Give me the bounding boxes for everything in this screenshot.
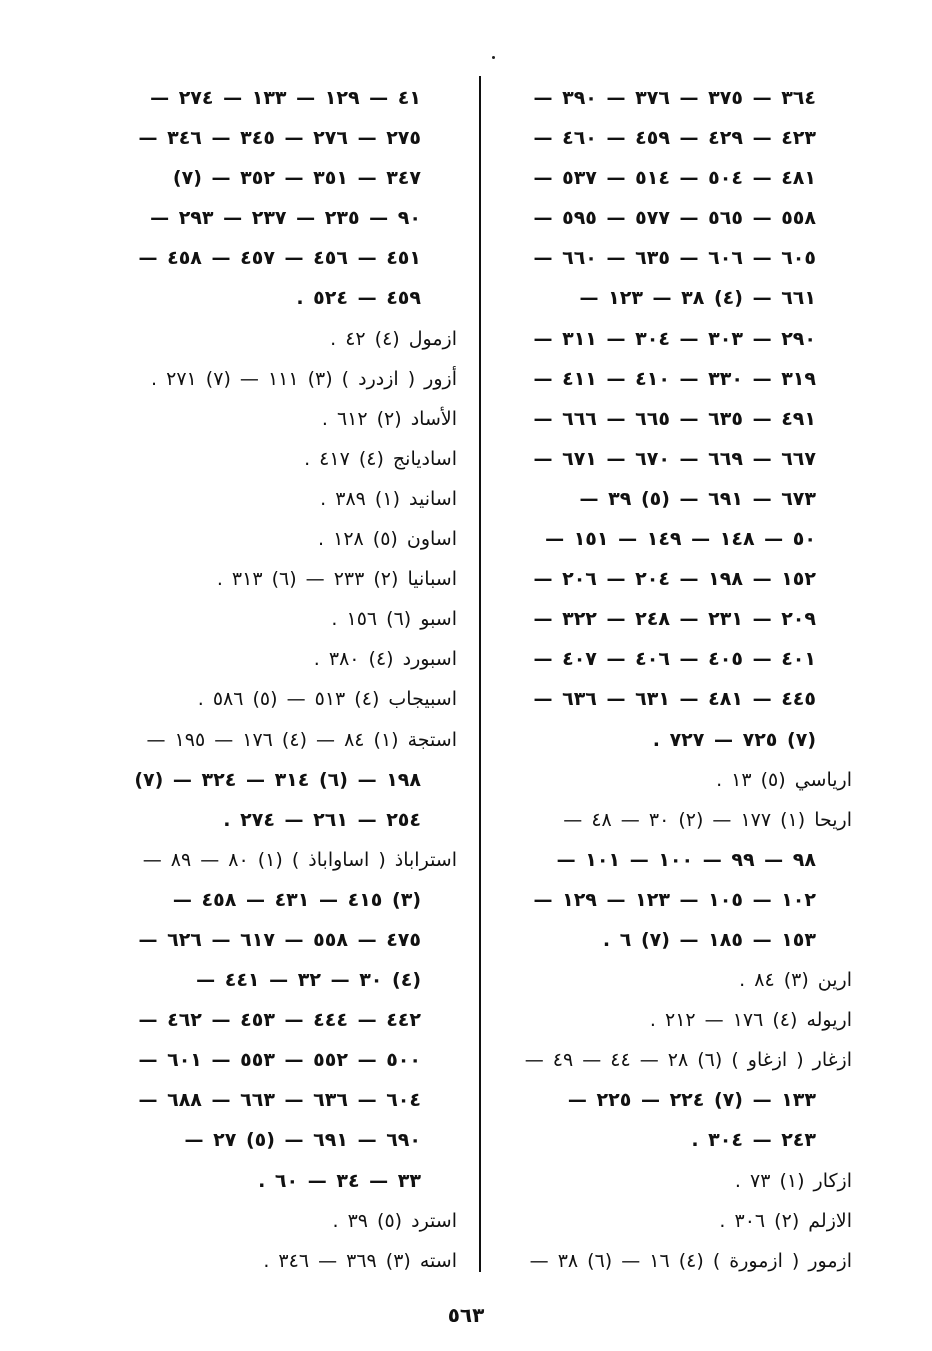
index-entry-heading-line: اريوله (٤) ١٧٦ — ٢١٢ . xyxy=(649,1009,852,1032)
index-entry-heading-line: اريحا (١) ١٧٧ — (٢) ٣٠ — ٤٨ — xyxy=(563,808,852,831)
page-number: ٥٦٣ xyxy=(447,1303,485,1327)
index-entry-continuation-line: ٣٦٤ — ٣٧٥ — ٣٧٦ — ٣٩٠ — xyxy=(533,87,816,109)
index-entry-continuation-line: ١٥٢ — ١٩٨ — ٢٠٤ — ٢٠٦ — xyxy=(533,568,816,591)
index-entry-heading-line: اسبيجاب (٤) ٥١٣ — (٥) ٥٨٦ . xyxy=(197,688,457,711)
index-entry-heading-line: الأساد (٢) ٦١٢ . xyxy=(321,407,457,430)
index-entry-continuation-line: ٥٥٨ — ٥٦٥ — ٥٧٧ — ٥٩٥ — xyxy=(533,207,816,230)
index-entry-continuation-line: ١٠٢ — ١٠٥ — ١٢٣ — ١٢٩ — xyxy=(533,888,816,911)
index-entry-heading-line: اساون (٥) ١٢٨ . xyxy=(318,528,457,551)
index-entry-continuation-line: ٢٩٠ — ٣٠٣ — ٣٠٤ — ٣١١ — xyxy=(533,327,816,350)
index-entry-continuation-line: ٤٤٥ — ٤٨١ — ٦٣١ — ٦٣٦ — xyxy=(533,688,816,711)
index-entry-continuation-line: ١٣٣ — (٧) ٢٢٤ — ٢٢٥ — xyxy=(567,1089,816,1112)
index-entry-continuation-line: ١٩٨ — (٦) ٣١٤ — ٣٢٤ — (٧) xyxy=(134,768,421,791)
index-entry-continuation-line: ٤٨١ — ٥٠٤ — ٥١٤ — ٥٣٧ — xyxy=(533,167,816,190)
index-entry-continuation-line: ٦٠٥ — ٦٠٦ — ٦٣٥ — ٦٦٠ — xyxy=(533,247,816,270)
index-entry-continuation-line: ٩٨ — ٩٩ — ١٠٠ — ١٠١ — xyxy=(556,848,816,871)
index-entry-continuation-line: ٦٦٧ — ٦٦٩ — ٦٧٠ — ٦٧١ — xyxy=(533,447,816,470)
index-entry-continuation-line: ٤٩١ — ٦٣٥ — ٦٦٥ — ٦٦٦ — xyxy=(533,407,816,430)
index-entry-heading-line: اساديانج (٤) ٤١٧ . xyxy=(304,447,457,470)
index-entry-heading-line: ارين (٣) ٨٤ . xyxy=(739,969,852,992)
index-entry-heading-line: استجة (١) ٨٤ — (٤) ١٧٦ — ١٩٥ — xyxy=(146,728,458,751)
index-entry-continuation-line: (٤) ٣٠ — ٣٢ — ٤٤١ — xyxy=(196,969,421,992)
index-entry-continuation-line: ٣٣ — ٣٤ — ٦٠ . xyxy=(258,1169,421,1192)
index-entry-continuation-line: (٣) ٤١٥ — ٤٣١ — ٤٥٨ — xyxy=(172,888,421,911)
index-entry-continuation-line: ٤٥١ — ٤٥٦ — ٤٥٧ — ٤٥٨ — xyxy=(138,247,421,270)
index-entry-continuation-line: ٦٠٤ — ٦٣٦ — ٦٦٣ — ٦٨٨ — xyxy=(138,1089,421,1112)
index-entry-continuation-line: ٦٧٣ — ٦٩١ — (٥) ٣٩ — xyxy=(579,487,817,510)
index-entry-continuation-line: ٦٩٠ — ٦٩١ — (٥) ٢٧ — xyxy=(184,1129,422,1152)
index-entry-continuation-line: ٢٥٤ — ٢٦١ — ٢٧٤ . xyxy=(223,808,421,831)
index-entry-heading-line: ازمول (٤) ٤٢ . xyxy=(330,327,457,350)
index-entry-continuation-line: ٣٤٧ — ٣٥١ — ٣٥٢ — (٧) xyxy=(172,167,421,190)
index-entry-continuation-line: ٥٠٠ — ٥٥٢ — ٥٥٣ — ٦٠١ — xyxy=(138,1049,421,1072)
index-entry-heading-line: اسبانيا (٢) ٢٣٣ — (٦) ٣١٣ . xyxy=(216,568,457,591)
index-entry-heading-line: ارياسي (٥) ١٣ . xyxy=(716,768,852,791)
column-divider xyxy=(479,76,481,1272)
index-entry-heading-line: استرد (٥) ٣٩ . xyxy=(332,1209,457,1232)
index-entry-heading-line: ازغار ( ازغاو ) (٦) ٢٨ — ٤٤ — ٤٩ — xyxy=(524,1049,852,1072)
index-column-right: ٣٦٤ — ٣٧٥ — ٣٧٦ — ٣٩٠ — ٤٢٣ — ٤٢٩ — ٤٥٩ —… xyxy=(472,78,852,1281)
index-entry-continuation-line: ٣١٩ — ٣٣٠ — ٤١٠ — ٤١١ — xyxy=(533,367,816,390)
index-entry-continuation-line: (٧) ٧٢٥ — ٧٢٧ . xyxy=(652,728,816,751)
index-entry-continuation-line: ٥٠ — ١٤٨ — ١٤٩ — ١٥١ — xyxy=(545,528,816,551)
index-entry-continuation-line: ٤٢٣ — ٤٢٩ — ٤٥٩ — ٤٦٠ — xyxy=(533,127,816,150)
index-entry-continuation-line: ٤٤٢ — ٤٤٤ — ٤٥٣ — ٤٦٢ — xyxy=(138,1009,421,1032)
index-entry-heading-line: استراباذ ( اساواباذ ) (١) ٨٠ — ٨٩ — xyxy=(142,848,457,871)
index-entry-heading-line: اسبو (٦) ١٥٦ . xyxy=(331,608,457,631)
index-entry-heading-line: الازلم (٢) ٣٠٦ . xyxy=(719,1209,852,1232)
index-entry-continuation-line: ٦٦١ — (٤) ٣٨ — ١٢٣ — xyxy=(579,287,817,310)
index-entry-heading-line: أزور ( ازدرد ) (٣) ١١١ — (٧) ٢٧١ . xyxy=(151,367,457,390)
index-entry-continuation-line: ٩٠ — ٢٣٥ — ٢٣٧ — ٢٩٣ — xyxy=(150,207,421,230)
index-entry-continuation-line: ١٥٣ — ١٨٥ — (٧) ٦ . xyxy=(602,928,816,951)
index-column-left: ٤١ — ١٢٩ — ١٣٣ — ٢٧٤ — ٢٧٥ — ٢٧٦ — ٣٤٥ — … xyxy=(77,78,457,1281)
index-entry-heading-line: استه (٣) ٣٦٩ — ٣٤٦ . xyxy=(263,1249,457,1272)
index-entry-continuation-line: ٤٥٩ — ٥٢٤ . xyxy=(296,287,421,310)
index-entry-continuation-line: ٤١ — ١٢٩ — ١٣٣ — ٢٧٤ — xyxy=(150,87,421,109)
index-entry-continuation-line: ٢٤٣ — ٣٠٤ . xyxy=(691,1129,816,1152)
index-entry-heading-line: ازكار (١) ٧٣ . xyxy=(734,1169,852,1192)
index-entry-continuation-line: ٢٠٩ — ٢٣١ — ٢٤٨ — ٣٢٢ — xyxy=(533,608,816,631)
index-entry-continuation-line: ٢٧٥ — ٢٧٦ — ٣٤٥ — ٣٤٦ — xyxy=(138,127,421,150)
index-entry-heading-line: اسانيد (١) ٣٨٩ . xyxy=(320,487,457,510)
index-entry-continuation-line: ٤٧٥ — ٥٥٨ — ٦١٧ — ٦٢٦ — xyxy=(138,928,421,951)
index-entry-heading-line: اسبورد (٤) ٣٨٠ . xyxy=(313,648,457,671)
index-entry-heading-line: ازمور ( ازمورة ) (٤) ١٦ — (٦) ٣٨ — xyxy=(529,1249,852,1272)
index-entry-continuation-line: ٤٠١ — ٤٠٥ — ٤٠٦ — ٤٠٧ — xyxy=(533,648,816,671)
print-speck xyxy=(492,56,495,59)
